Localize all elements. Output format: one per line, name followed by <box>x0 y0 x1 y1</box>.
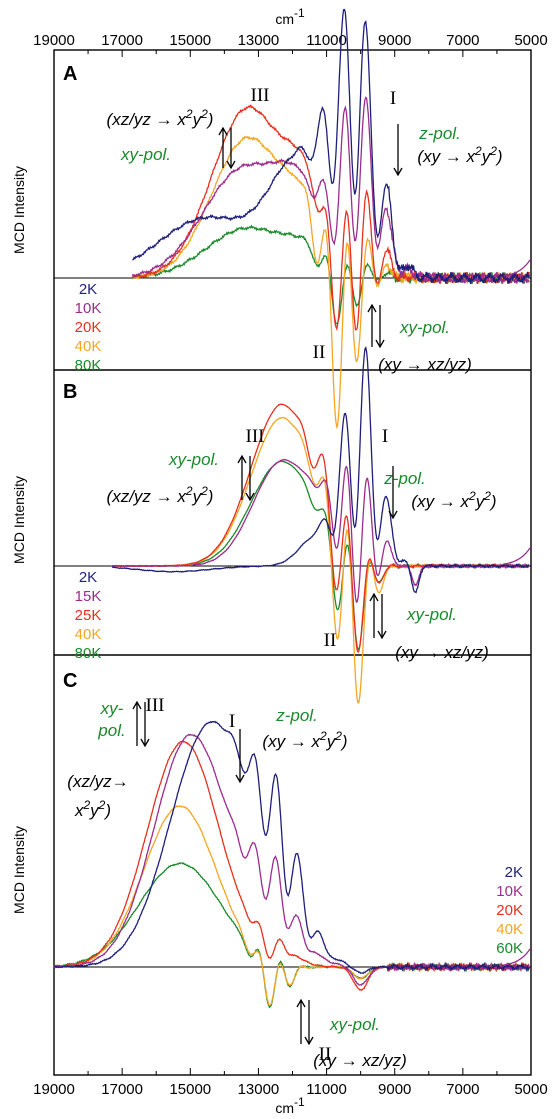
y-axis-title: MCD Intensity <box>11 476 27 564</box>
band-II-transition-A: (xy → xz/yz) <box>378 355 472 374</box>
panel-B-spectra <box>111 345 530 704</box>
top-tick-label: 9000 <box>378 32 411 49</box>
top-tick-label: 5000 <box>514 32 547 49</box>
series-line-A-20K <box>132 104 530 332</box>
band-I-pol-C: z-pol. <box>275 706 318 725</box>
band-III-arrow-A-down-head <box>226 160 236 170</box>
series-line-A-2K <box>132 8 530 285</box>
series-line-B-15K <box>111 458 530 604</box>
band-II-arrow-B-down-head <box>377 630 387 640</box>
legend-entry-B-25K: 25K <box>75 607 102 624</box>
top-tick-label: 15000 <box>169 32 211 49</box>
bottom-tick-label: 11000 <box>306 1081 347 1098</box>
legend-entry-B-15K: 15K <box>75 588 102 605</box>
top-tick-label: 17000 <box>101 32 143 49</box>
band-II-label-B: II <box>324 630 337 651</box>
bottom-tick-label: 9000 <box>378 1081 411 1098</box>
top-tick-label: 19000 <box>33 32 75 49</box>
top-tick-label: 13000 <box>238 32 280 49</box>
band-I-transition-A: (xy → x2y2) <box>417 144 502 166</box>
band-III-arrow-A-up-head <box>218 126 228 136</box>
legend-entry-C-10K: 10K <box>496 883 523 900</box>
bottom-tick-label: 17000 <box>101 1081 143 1098</box>
panel-C-spectra <box>53 720 530 1009</box>
band-I-label-A: I <box>390 88 396 109</box>
band-III-pol-A: xy-pol. <box>120 145 171 164</box>
panel-A-spectra <box>131 8 530 430</box>
band-I-arrow-A-head <box>393 167 403 177</box>
band-II-label-C: II <box>319 1044 332 1065</box>
legend-entry-C-2K: 2K <box>505 864 523 881</box>
bottom-tick-label: 7000 <box>446 1081 479 1098</box>
band-I-transition-B: (xy → x2y2) <box>411 489 496 511</box>
top-axis-title: cm-1 <box>275 6 305 27</box>
legend-entry-A-80K: 80K <box>75 357 102 374</box>
band-III-arrow-C-up-head <box>132 700 142 710</box>
series-line-B-2K <box>111 345 530 594</box>
band-II-pol-B: xy-pol. <box>406 605 457 624</box>
band-III-label-A: III <box>251 85 270 106</box>
bottom-axis-title: cm-1 <box>275 1095 305 1116</box>
band-I-arrow-C-head <box>235 774 245 784</box>
bottom-tick-label: 13000 <box>238 1081 280 1098</box>
band-I-label-B: I <box>382 426 388 447</box>
noise-tail <box>503 547 531 565</box>
band-III-pol-C: xy- <box>100 699 124 718</box>
series-line-C-2K <box>53 720 530 975</box>
series-line-B-25K <box>111 403 530 654</box>
band-III-transition-A: (xz/yz → x2y2) <box>107 107 214 129</box>
panel-label-A: A <box>63 63 77 85</box>
band-III-transition-C-2: x2y2) <box>74 798 111 820</box>
band-II-transition-C: (xy → xz/yz) <box>313 1051 407 1070</box>
band-III-arrow-B-up-head <box>237 454 247 464</box>
legend-entry-A-40K: 40K <box>75 338 102 355</box>
band-III-pol-B: xy-pol. <box>168 450 219 469</box>
legend-entry-A-2K: 2K <box>79 281 97 298</box>
band-II-arrow-C-up-head <box>296 998 306 1008</box>
band-II-pol-A: xy-pol. <box>399 318 450 337</box>
series-line-C-10K <box>53 733 530 986</box>
band-III-arrow-C-down-head <box>140 738 150 748</box>
band-II-arrow-C-down-head <box>304 1036 314 1046</box>
legend-entry-B-2K: 2K <box>79 569 97 586</box>
legend-entry-B-80K: 80K <box>75 645 102 662</box>
band-I-transition-C: (xy → x2y2) <box>262 729 347 751</box>
top-tick-label: 11000 <box>306 32 347 49</box>
band-II-transition-B: (xy → xz/yz) <box>395 643 489 662</box>
band-III-transition-B: (xz/yz → x2y2) <box>107 484 214 506</box>
legend-entry-A-20K: 20K <box>75 319 102 336</box>
noise-tail <box>503 259 531 277</box>
band-III-pol-C-2: pol. <box>97 721 125 740</box>
band-II-arrow-A-up-head <box>367 303 377 313</box>
band-III-transition-C: (xz/yz→ <box>67 772 128 791</box>
band-III-label-B: III <box>246 426 265 447</box>
band-II-arrow-A-down-head <box>375 339 385 349</box>
band-I-pol-B: z-pol. <box>383 469 426 488</box>
band-II-pol-C: xy-pol. <box>329 1015 380 1034</box>
band-II-arrow-B-up-head <box>369 592 379 602</box>
panel-label-C: C <box>63 670 77 692</box>
series-line-C-60K <box>53 862 530 1009</box>
series-line-A-10K <box>131 96 530 285</box>
legend-entry-C-20K: 20K <box>496 902 523 919</box>
legend-entry-C-60K: 60K <box>496 940 523 957</box>
band-III-label-C: III <box>146 695 165 716</box>
top-tick-label: 7000 <box>446 32 479 49</box>
band-I-arrow-B-head <box>388 510 398 520</box>
y-axis-title: MCD Intensity <box>11 826 27 914</box>
panel-label-B: B <box>63 381 77 403</box>
band-III-arrow-B-down-head <box>245 492 255 502</box>
y-axis-title: MCD Intensity <box>11 166 27 254</box>
band-I-label-C: I <box>229 711 235 732</box>
bottom-tick-label: 19000 <box>33 1081 75 1098</box>
noise-tail <box>503 948 531 966</box>
bottom-tick-label: 15000 <box>169 1081 211 1098</box>
legend-entry-B-40K: 40K <box>75 626 102 643</box>
bottom-tick-label: 5000 <box>514 1081 547 1098</box>
legend-entry-C-40K: 40K <box>496 921 523 938</box>
legend-entry-A-10K: 10K <box>75 300 102 317</box>
band-II-label-A: II <box>313 342 326 363</box>
band-I-pol-A: z-pol. <box>418 124 461 143</box>
